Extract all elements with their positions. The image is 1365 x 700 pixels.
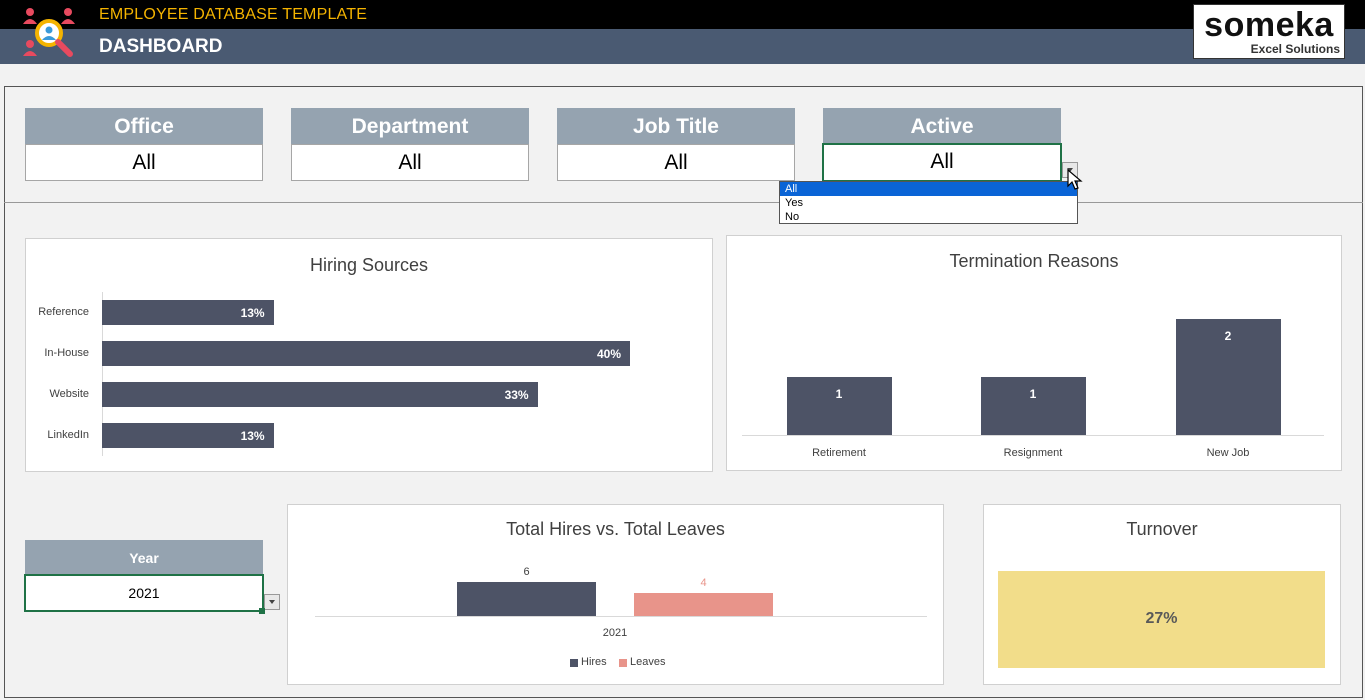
termination-bar (980, 377, 1086, 435)
termination-category-label: New Job (1206, 447, 1250, 459)
hiring-bar (102, 300, 274, 325)
termination-category-label: Resignment (1003, 447, 1063, 459)
termination-bar-value: 1 (835, 387, 843, 401)
title-bar (0, 29, 1365, 64)
hires-leaves-bar-value: 6 (523, 566, 530, 578)
active-filter-label: Active (823, 108, 1061, 144)
someka-logo[interactable]: someka Excel Solutions (1193, 4, 1345, 59)
turnover-fill (998, 571, 1325, 668)
termination-bar-value: 2 (1224, 329, 1232, 343)
hires-vs-leaves-card: Total Hires vs. Total Leaves (287, 504, 944, 685)
year-filter-select[interactable]: 2021 (24, 574, 264, 612)
turnover-value: 27% (1145, 610, 1178, 627)
hiring-category-label: In-House (44, 347, 89, 359)
hiring-bar-value: 13% (240, 429, 265, 443)
legend-label: Hires (581, 656, 607, 668)
brand-name: someka (1204, 6, 1334, 44)
department-filter-label: Department (291, 108, 529, 144)
hires-category-label: 2021 (602, 627, 628, 639)
brand-subtitle: Excel Solutions (1250, 42, 1340, 56)
hiring-sources-title: Hiring Sources (309, 255, 429, 275)
turnover-title: Turnover (1126, 519, 1198, 539)
hires-leaves-bar (634, 593, 773, 616)
termination-category-label: Retirement (812, 447, 866, 459)
hires-axis (315, 616, 927, 617)
app-title: EMPLOYEE DATABASE TEMPLATE (99, 6, 368, 23)
termination-axis (742, 435, 1324, 436)
page-title: DASHBOARD (99, 36, 223, 57)
employee-search-icon (23, 8, 75, 57)
hiring-category-label: Reference (38, 306, 89, 318)
dashboard-frame (4, 86, 1363, 698)
department-filter-select[interactable]: All (291, 144, 529, 181)
termination-bar (1175, 319, 1281, 435)
hires-leaves-bar-value: 4 (700, 577, 707, 590)
hiring-bar-value: 40% (596, 347, 621, 361)
active-dropdown-list[interactable]: All Yes No (779, 181, 1078, 224)
chevron-down-icon[interactable] (264, 594, 280, 610)
legend-swatch (619, 659, 627, 667)
office-filter-label: Office (25, 108, 263, 144)
hires-vs-leaves-title: Total Hires vs. Total Leaves (506, 519, 725, 539)
year-filter-label: Year (25, 540, 263, 575)
hiring-bar-value: 33% (504, 388, 529, 402)
hiring-category-label: Website (49, 388, 89, 400)
hiring-bar-value: 13% (240, 306, 265, 320)
job-title-filter-label: Job Title (557, 108, 795, 144)
dropdown-option-no[interactable]: No (785, 211, 800, 223)
termination-bar-value: 1 (1029, 387, 1037, 401)
hiring-axis (102, 292, 103, 456)
top-bar (0, 0, 1365, 29)
office-filter-select[interactable]: All (25, 144, 263, 181)
active-filter-select[interactable]: All (822, 143, 1062, 182)
legend-swatch (570, 659, 578, 667)
cell-fill-handle[interactable] (259, 608, 265, 614)
job-title-filter-select[interactable]: All (557, 144, 795, 181)
hiring-bar (102, 423, 274, 448)
dropdown-option-all[interactable]: All (780, 182, 1077, 196)
termination-reasons-title: Termination Reasons (949, 251, 1119, 271)
hires-leaves-bar (457, 582, 596, 616)
hiring-bar (102, 382, 538, 407)
termination-bar (786, 377, 892, 435)
hiring-bar (102, 341, 630, 366)
legend-label: Leaves (630, 656, 666, 668)
filter-divider (4, 202, 1363, 203)
mouse-cursor-icon (1067, 169, 1083, 190)
dropdown-option-yes[interactable]: Yes (785, 197, 803, 209)
hiring-category-label: LinkedIn (47, 429, 89, 441)
